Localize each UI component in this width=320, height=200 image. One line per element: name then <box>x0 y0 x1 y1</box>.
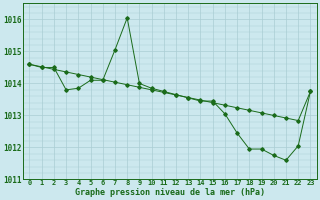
X-axis label: Graphe pression niveau de la mer (hPa): Graphe pression niveau de la mer (hPa) <box>75 188 265 197</box>
